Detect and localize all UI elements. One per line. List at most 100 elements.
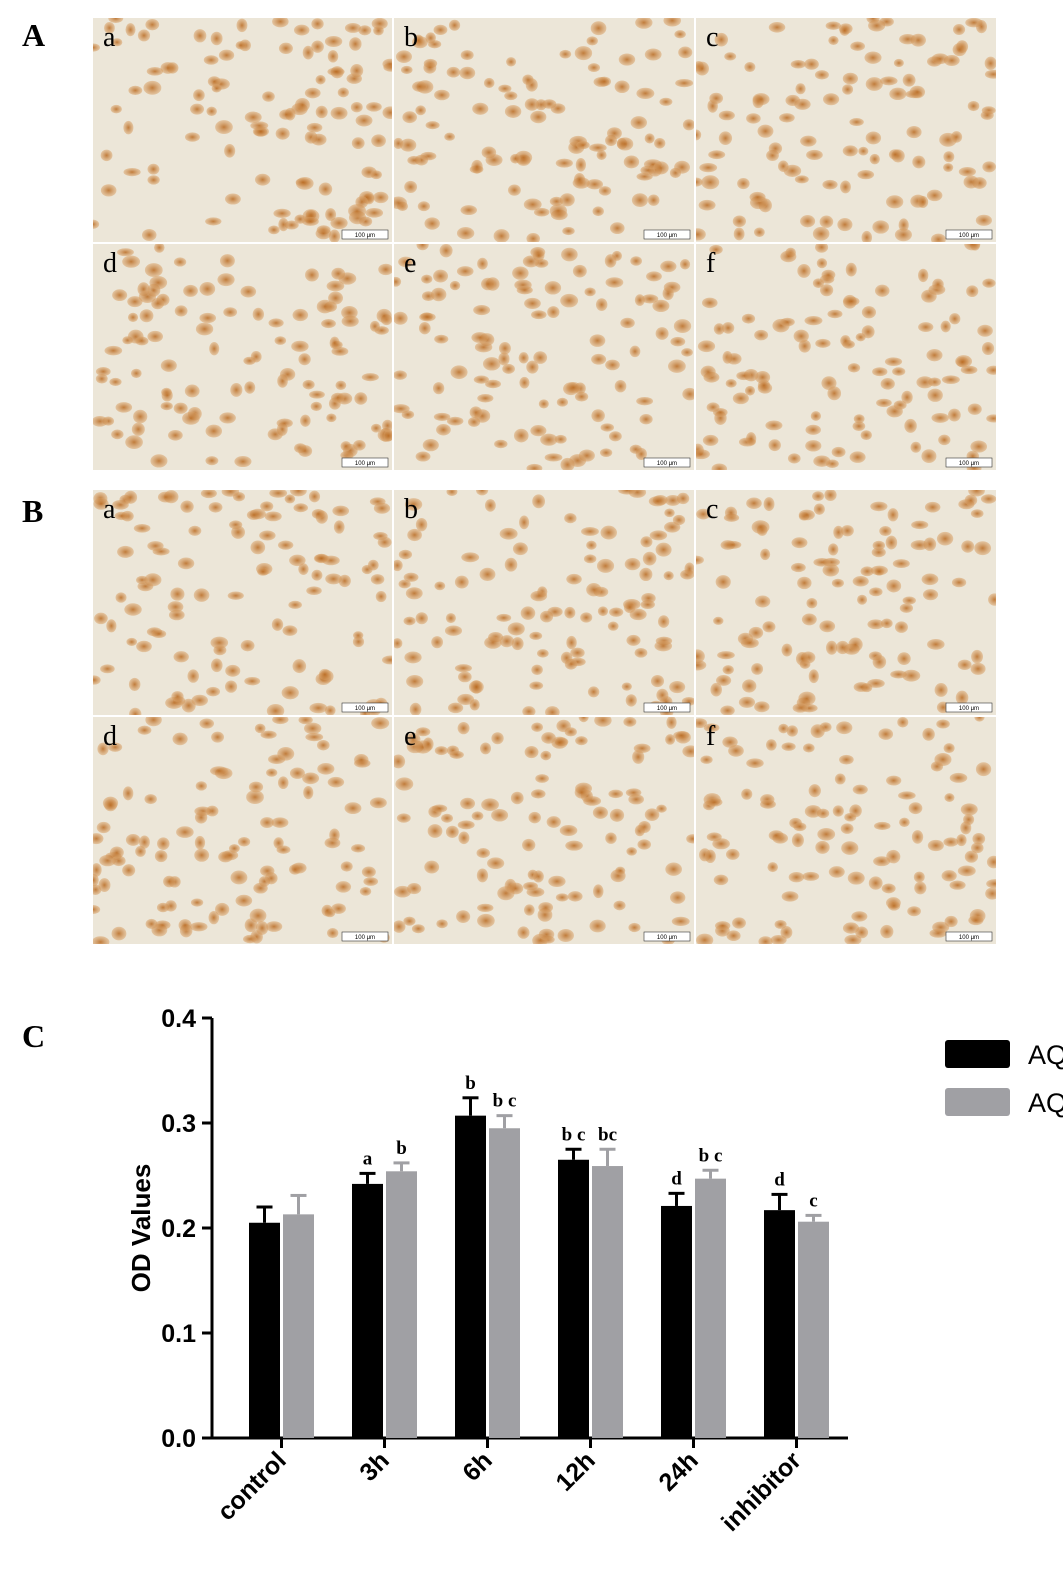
cell bbox=[477, 257, 488, 270]
cell bbox=[95, 367, 111, 377]
cell bbox=[205, 424, 223, 438]
cell bbox=[544, 453, 563, 462]
scale-bar-box bbox=[341, 457, 389, 468]
cell bbox=[886, 849, 901, 864]
cell bbox=[331, 903, 346, 914]
cell bbox=[516, 285, 533, 295]
cell bbox=[524, 904, 535, 916]
cell bbox=[415, 612, 428, 625]
cell bbox=[630, 116, 647, 130]
cell bbox=[652, 299, 670, 313]
cell bbox=[421, 274, 433, 284]
y-axis-label: OD Values bbox=[126, 1164, 156, 1293]
cell bbox=[302, 45, 314, 60]
cell bbox=[665, 862, 682, 876]
cell bbox=[967, 100, 980, 112]
cell bbox=[831, 578, 844, 588]
cell bbox=[630, 256, 642, 266]
cell bbox=[398, 549, 413, 560]
cell bbox=[941, 375, 960, 384]
cell bbox=[696, 555, 704, 565]
cell bbox=[235, 41, 247, 50]
cell bbox=[557, 928, 574, 943]
cell bbox=[243, 934, 257, 944]
scale-bar-box bbox=[643, 931, 691, 942]
cell bbox=[100, 664, 115, 674]
cell bbox=[629, 444, 642, 454]
cell bbox=[208, 910, 220, 925]
cell bbox=[298, 717, 313, 725]
cell bbox=[902, 73, 916, 87]
cell bbox=[644, 808, 660, 821]
cell bbox=[982, 278, 996, 288]
cell bbox=[461, 552, 480, 563]
cell bbox=[458, 831, 470, 845]
cell bbox=[774, 919, 787, 929]
cell bbox=[696, 177, 703, 187]
micrograph: c 100 μm bbox=[696, 18, 996, 242]
cell bbox=[589, 334, 606, 347]
cell bbox=[664, 521, 681, 533]
cell bbox=[459, 66, 476, 80]
cell bbox=[305, 732, 324, 742]
legend-label: AQP4 bbox=[1028, 1088, 1063, 1118]
cell bbox=[436, 919, 448, 929]
image-label: a bbox=[103, 22, 116, 53]
cell bbox=[795, 651, 809, 666]
cell bbox=[310, 401, 322, 412]
cell bbox=[869, 587, 883, 597]
cell bbox=[278, 42, 293, 54]
cell bbox=[845, 262, 857, 277]
cell bbox=[958, 167, 976, 177]
cell bbox=[848, 637, 863, 652]
cell bbox=[519, 515, 530, 530]
cell bbox=[927, 388, 943, 402]
cell bbox=[510, 791, 524, 805]
cell bbox=[291, 340, 309, 352]
cell bbox=[115, 592, 127, 603]
cell bbox=[536, 649, 549, 658]
cell bbox=[530, 425, 547, 437]
cell bbox=[363, 877, 379, 886]
image-label: e bbox=[404, 248, 416, 279]
cell bbox=[791, 833, 804, 848]
cell bbox=[902, 596, 916, 605]
cell bbox=[593, 884, 604, 899]
cell bbox=[237, 837, 251, 847]
cell bbox=[157, 491, 174, 503]
cell bbox=[396, 813, 411, 823]
cell bbox=[268, 754, 286, 765]
cell bbox=[787, 453, 801, 464]
cell bbox=[210, 31, 223, 46]
cell bbox=[404, 651, 422, 664]
cell bbox=[791, 537, 808, 549]
scale-bar-text: 100 μm bbox=[657, 935, 677, 941]
cell bbox=[886, 195, 904, 209]
cell bbox=[205, 456, 219, 466]
cell bbox=[964, 494, 978, 506]
cell bbox=[311, 40, 324, 53]
cell bbox=[524, 297, 541, 309]
cell bbox=[586, 36, 598, 46]
cell bbox=[670, 891, 686, 904]
cell bbox=[194, 835, 206, 850]
cell bbox=[634, 647, 648, 658]
cell bbox=[810, 411, 822, 421]
cell bbox=[491, 732, 504, 745]
cell bbox=[244, 676, 261, 686]
cell bbox=[531, 722, 543, 732]
cell bbox=[874, 567, 885, 576]
cell bbox=[831, 446, 846, 458]
cell bbox=[921, 449, 937, 463]
cell bbox=[126, 637, 138, 646]
cell bbox=[221, 850, 239, 861]
cell bbox=[567, 891, 583, 902]
cell bbox=[303, 722, 322, 735]
cell bbox=[230, 870, 248, 885]
cell bbox=[433, 412, 451, 422]
cell bbox=[329, 828, 340, 842]
cell bbox=[879, 526, 892, 537]
cell bbox=[219, 254, 235, 268]
cell bbox=[402, 111, 417, 124]
cell bbox=[605, 359, 620, 371]
